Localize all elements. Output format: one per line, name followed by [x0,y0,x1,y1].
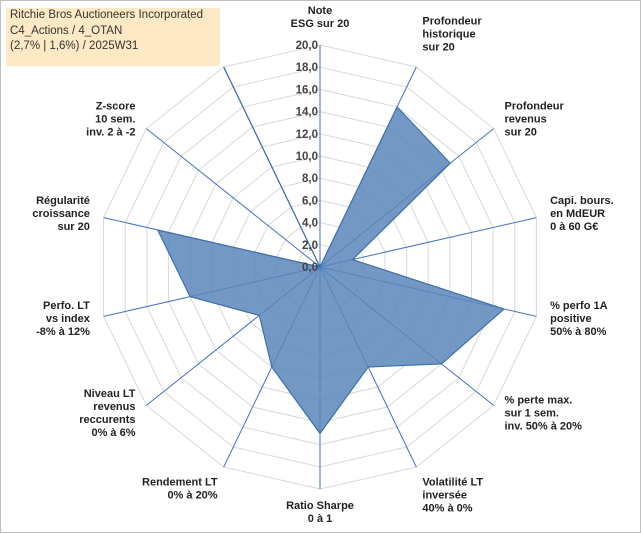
tick-label: 20,0 [296,40,318,52]
axis-label-line: positive [550,313,592,325]
axis-label-line: historique [422,28,475,40]
axis-label-line: -8% à 12% [36,326,90,338]
title-line-period: (2,7% | 1,6%) / 2025W31 [10,40,139,52]
tick-label: 6,0 [302,195,318,207]
axis-label: Profondeur revenus sur 20 [505,100,565,138]
axis-label: % perfo 1A positive 50% à 80% [550,300,608,338]
tick-label: 16,0 [296,84,318,96]
series-area [156,66,506,435]
axis-label-line: sur 20 [57,221,89,233]
axis-label-line: Volatilité LT [422,477,483,489]
axis-label-line: reccurents [79,414,135,426]
axis-label: Ratio Sharpe 0 à 1 [286,500,354,525]
axis-label-line: croissance [32,208,89,220]
axis-label-line: Z-score [96,100,136,112]
tick-label: 0,0 [302,262,318,274]
axis-label-line: 50% à 80% [550,326,606,338]
axis-label-line: Profondeur [505,100,565,112]
axis-label-line: 40% à 0% [422,503,472,515]
axis-label-line: Note [308,5,332,17]
axis-label: Z-score 10 sem. inv. 2 à -2 [86,100,135,138]
axis-label-line: Capi. bours. [550,195,614,207]
axis-label-line: Niveau LT [84,388,136,400]
axis-label: Perfo. LT vs index -8% à 12% [36,300,91,338]
tick-label: 10,0 [296,151,318,163]
axis-label-line: vs index [46,313,91,325]
chart-title-box: Ritchie Bros Auctioneers Incorporated C4… [6,8,220,66]
axis-label: % perte max. sur 1 sem. inv. 50% à 20% [505,395,583,433]
axis-label-line: Ratio Sharpe [286,500,354,512]
axis-label-line: % perfo 1A [550,300,608,312]
axis-label-line: 10 sem. [95,113,135,125]
axis-label: Régularité croissance sur 20 [32,195,89,233]
axis-label-line: Profondeur [422,15,482,27]
axis-label: Niveau LT revenus reccurents 0% à 6% [79,388,136,439]
axis-label: Rendement LT 0% à 20% [142,477,218,502]
axis-label-line: en MdEUR [550,208,605,220]
tick-label: 8,0 [302,173,318,185]
axis-label-line: inversée [422,490,467,502]
axis-label-line: inv. 50% à 20% [505,421,583,433]
tick-label: 18,0 [296,62,318,74]
tick-label: 4,0 [302,218,318,230]
axis-label-line: 0% à 20% [167,490,217,502]
axis-label-line: Régularité [36,195,90,207]
tick-label: 12,0 [296,129,318,141]
axis-label: Capi. bours. en MdEUR 0 à 60 G€ [550,195,614,233]
axis-label-line: sur 1 sem. [505,408,559,420]
axis-label-line: 0 à 1 [308,513,332,525]
axis-label-line: Perfo. LT [43,300,90,312]
tick-label: 2,0 [302,240,318,252]
axis-spoke [146,128,321,268]
axis-label-line: revenus [505,113,547,125]
axis-label-line: sur 20 [422,41,454,53]
title-line-category: C4_Actions / 4_OTAN [10,24,123,37]
axis-label-line: ESG sur 20 [291,18,350,30]
axis-label-line: 0% à 6% [91,427,135,439]
axis-label-line: 0 à 60 G€ [550,221,598,233]
axis-spoke [319,217,537,268]
axis-label: Profondeur historique sur 20 [422,15,482,53]
axis-label-line: inv. 2 à -2 [86,126,135,138]
axis-label: Note ESG sur 20 [291,5,350,30]
tick-label: 14,0 [296,107,318,119]
axis-label: Volatilité LT inversée 40% à 0% [422,477,483,515]
axis-label-line: revenus [93,401,135,413]
axis-label-line: sur 20 [505,126,537,138]
axis-label-line: % perte max. [505,395,573,407]
title-line-company: Ritchie Bros Auctioneers Incorporated [10,9,204,21]
axis-label-line: Rendement LT [142,477,218,489]
